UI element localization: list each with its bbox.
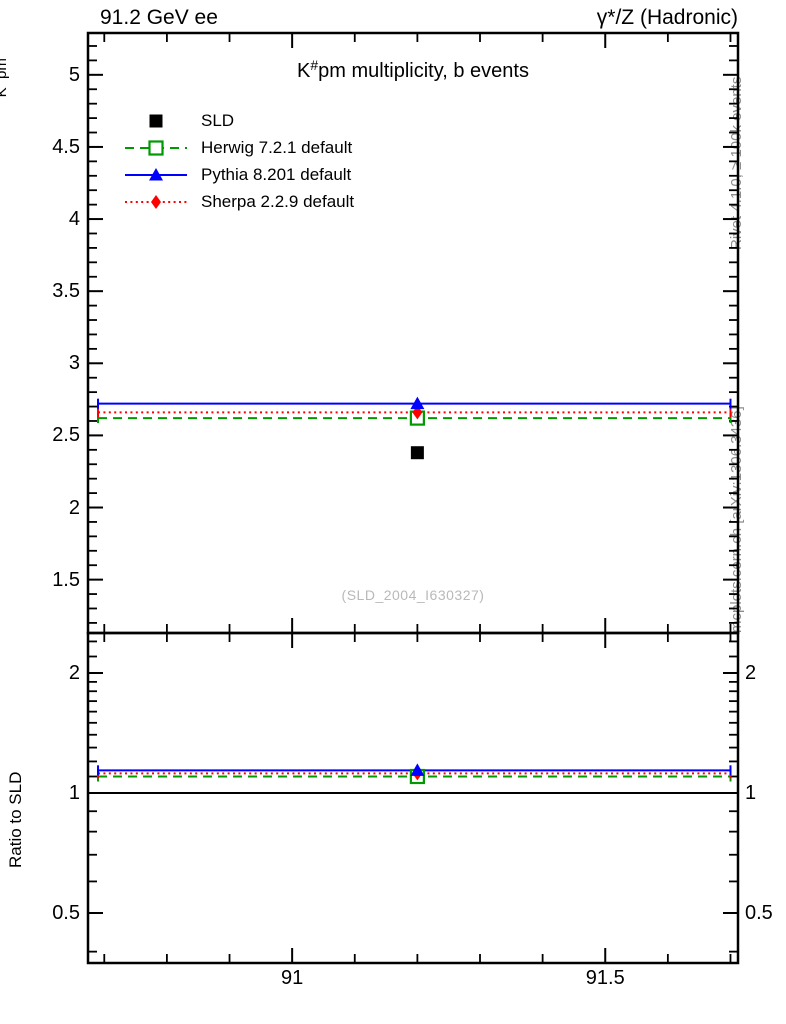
ratio-y-tick-label-right: 1 [745,782,757,804]
main-y-tick-label: 5 [68,63,80,86]
ratio-y-tick-label-right: 2 [745,662,757,684]
analysis-id-watermark: (SLD_2004_I630327) [341,587,485,603]
legend-entry-sherpa: Sherpa 2.2.9 default [124,190,354,214]
main-y-tick-label: 2.5 [52,424,80,447]
legend-marker-herwig-open-square-icon [125,140,187,156]
ratio-y-tick-label-right: 0.5 [745,902,773,924]
header-process: γ*/Z (Hadronic) [596,6,738,29]
ratio-y-tick-label-left: 1 [68,782,80,804]
plot-title-base: K [297,60,311,82]
header-beam-energy: 91.2 GeV ee [100,6,218,29]
main-panel-frame [86,31,740,635]
legend-entry-herwig: Herwig 7.2.1 default [124,136,352,160]
x-tick-label: 91 [281,967,304,989]
legend-entry-pythia: Pythia 8.201 default [124,163,351,187]
main-y-tick-label: 4 [68,208,80,231]
legend-label-sld: SLD [201,111,235,130]
ratio-y-tick-label-left: 2 [68,662,80,684]
legend-label-sherpa: Sherpa 2.2.9 default [201,192,355,211]
x-tick-label: 91.5 [585,967,625,989]
data-markers [409,396,425,785]
axis-ticks [89,34,737,962]
main-y-tick-label: 1.5 [52,568,80,591]
main-y-tick-label: 4.5 [52,135,80,158]
plot-title-rest: pm multiplicity, b events [318,60,529,82]
legend-marker-sherpa-diamond-icon [125,195,187,209]
legend-label-herwig: Herwig 7.2.1 default [201,138,353,157]
ratio-panel-frame [86,631,740,965]
legend-marker-sld-square-icon [149,114,163,128]
plot-title: K#pm multiplicity, b events [88,57,738,83]
legend-label-pythia: Pythia 8.201 default [201,165,352,184]
main-y-tick-label: 3.5 [52,280,80,303]
main-y-tick-label: 2 [68,496,80,519]
legend-marker-pythia-triangle-icon [125,168,187,181]
main-y-tick-label: 3 [68,352,80,375]
plot-title-sup: # [310,57,319,73]
ratio-y-tick-label-left: 0.5 [52,902,80,924]
legend-entry-sld: SLD [124,109,234,133]
